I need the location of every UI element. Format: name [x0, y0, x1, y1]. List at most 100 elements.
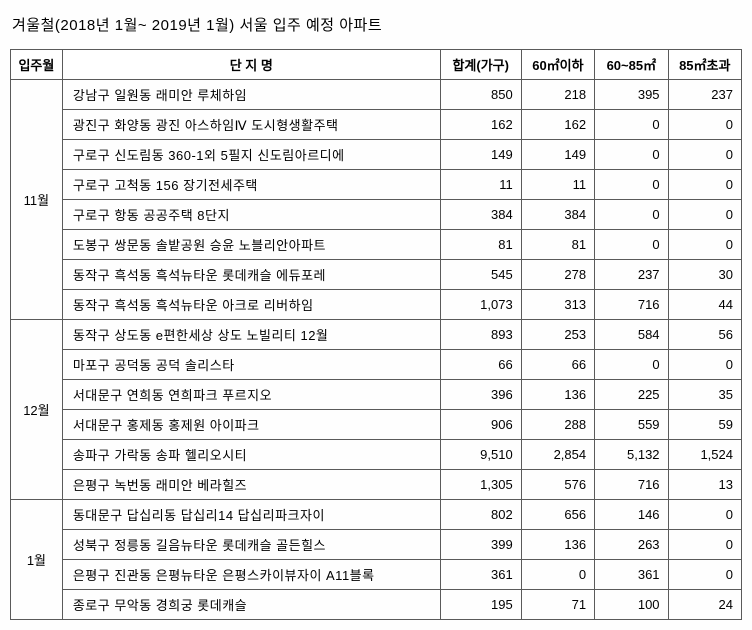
- c3-cell: 0: [668, 230, 741, 260]
- name-cell: 구로구 신도림동 360-1외 5필지 신도림아르디에: [62, 140, 440, 170]
- apartment-table: 입주월 단 지 명 합계(가구) 60㎡이하 60~85㎡ 85㎡초과 11월강…: [10, 49, 742, 620]
- c2-cell: 263: [595, 530, 668, 560]
- total-cell: 9,510: [440, 440, 521, 470]
- col-header-month: 입주월: [11, 50, 63, 80]
- table-row: 서대문구 홍제동 홍제원 아이파크90628855959: [11, 410, 742, 440]
- c2-cell: 146: [595, 500, 668, 530]
- month-cell: 11월: [11, 80, 63, 320]
- c1-cell: 136: [521, 380, 594, 410]
- name-cell: 동작구 상도동 e편한세상 상도 노빌리티 12월: [62, 320, 440, 350]
- table-row: 구로구 항동 공공주택 8단지38438400: [11, 200, 742, 230]
- total-cell: 66: [440, 350, 521, 380]
- c1-cell: 81: [521, 230, 594, 260]
- col-header-c1: 60㎡이하: [521, 50, 594, 80]
- c3-cell: 30: [668, 260, 741, 290]
- table-row: 서대문구 연희동 연희파크 푸르지오39613622535: [11, 380, 742, 410]
- table-row: 은평구 진관동 은평뉴타운 은평스카이뷰자이 A11블록36103610: [11, 560, 742, 590]
- c3-cell: 13: [668, 470, 741, 500]
- name-cell: 은평구 진관동 은평뉴타운 은평스카이뷰자이 A11블록: [62, 560, 440, 590]
- total-cell: 195: [440, 590, 521, 620]
- c3-cell: 0: [668, 140, 741, 170]
- c2-cell: 0: [595, 170, 668, 200]
- total-cell: 399: [440, 530, 521, 560]
- c2-cell: 0: [595, 230, 668, 260]
- col-header-total: 합계(가구): [440, 50, 521, 80]
- c2-cell: 395: [595, 80, 668, 110]
- c2-cell: 0: [595, 350, 668, 380]
- c1-cell: 2,854: [521, 440, 594, 470]
- c1-cell: 218: [521, 80, 594, 110]
- table-row: 도봉구 쌍문동 솔밭공원 승윤 노블리안아파트818100: [11, 230, 742, 260]
- name-cell: 서대문구 홍제동 홍제원 아이파크: [62, 410, 440, 440]
- total-cell: 361: [440, 560, 521, 590]
- col-header-name: 단 지 명: [62, 50, 440, 80]
- c3-cell: 0: [668, 170, 741, 200]
- c2-cell: 0: [595, 140, 668, 170]
- c3-cell: 44: [668, 290, 741, 320]
- c1-cell: 71: [521, 590, 594, 620]
- table-row: 구로구 고척동 156 장기전세주택111100: [11, 170, 742, 200]
- name-cell: 서대문구 연희동 연희파크 푸르지오: [62, 380, 440, 410]
- c3-cell: 0: [668, 500, 741, 530]
- c3-cell: 59: [668, 410, 741, 440]
- col-header-c3: 85㎡초과: [668, 50, 741, 80]
- table-row: 종로구 무악동 경희궁 롯데캐슬1957110024: [11, 590, 742, 620]
- c3-cell: 24: [668, 590, 741, 620]
- c1-cell: 384: [521, 200, 594, 230]
- table-row: 구로구 신도림동 360-1외 5필지 신도림아르디에14914900: [11, 140, 742, 170]
- col-header-c2: 60~85㎡: [595, 50, 668, 80]
- name-cell: 동대문구 답십리동 답십리14 답십리파크자이: [62, 500, 440, 530]
- c1-cell: 656: [521, 500, 594, 530]
- c2-cell: 559: [595, 410, 668, 440]
- table-row: 1월동대문구 답십리동 답십리14 답십리파크자이8026561460: [11, 500, 742, 530]
- total-cell: 162: [440, 110, 521, 140]
- total-cell: 1,305: [440, 470, 521, 500]
- name-cell: 강남구 일원동 래미안 루체하임: [62, 80, 440, 110]
- c3-cell: 237: [668, 80, 741, 110]
- c3-cell: 0: [668, 110, 741, 140]
- name-cell: 구로구 항동 공공주택 8단지: [62, 200, 440, 230]
- c2-cell: 716: [595, 290, 668, 320]
- total-cell: 1,073: [440, 290, 521, 320]
- total-cell: 81: [440, 230, 521, 260]
- c1-cell: 66: [521, 350, 594, 380]
- c1-cell: 278: [521, 260, 594, 290]
- c2-cell: 0: [595, 110, 668, 140]
- table-row: 송파구 가락동 송파 헬리오시티9,5102,8545,1321,524: [11, 440, 742, 470]
- c3-cell: 0: [668, 560, 741, 590]
- c1-cell: 313: [521, 290, 594, 320]
- c1-cell: 149: [521, 140, 594, 170]
- c1-cell: 11: [521, 170, 594, 200]
- total-cell: 396: [440, 380, 521, 410]
- table-row: 11월강남구 일원동 래미안 루체하임850218395237: [11, 80, 742, 110]
- name-cell: 은평구 녹번동 래미안 베라힐즈: [62, 470, 440, 500]
- page-title: 겨울철(2018년 1월~ 2019년 1월) 서울 입주 예정 아파트: [12, 14, 742, 35]
- name-cell: 구로구 고척동 156 장기전세주택: [62, 170, 440, 200]
- c1-cell: 0: [521, 560, 594, 590]
- table-header-row: 입주월 단 지 명 합계(가구) 60㎡이하 60~85㎡ 85㎡초과: [11, 50, 742, 80]
- c2-cell: 361: [595, 560, 668, 590]
- c3-cell: 0: [668, 530, 741, 560]
- total-cell: 545: [440, 260, 521, 290]
- c3-cell: 56: [668, 320, 741, 350]
- name-cell: 동작구 흑석동 흑석뉴타운 롯데캐슬 에듀포레: [62, 260, 440, 290]
- c2-cell: 237: [595, 260, 668, 290]
- name-cell: 성북구 정릉동 길음뉴타운 롯데캐슬 골든힐스: [62, 530, 440, 560]
- table-row: 마포구 공덕동 공덕 솔리스타666600: [11, 350, 742, 380]
- total-cell: 893: [440, 320, 521, 350]
- table-row: 동작구 흑석동 흑석뉴타운 롯데캐슬 에듀포레54527823730: [11, 260, 742, 290]
- c3-cell: 1,524: [668, 440, 741, 470]
- total-cell: 149: [440, 140, 521, 170]
- total-cell: 850: [440, 80, 521, 110]
- c1-cell: 253: [521, 320, 594, 350]
- total-cell: 906: [440, 410, 521, 440]
- c2-cell: 716: [595, 470, 668, 500]
- c1-cell: 136: [521, 530, 594, 560]
- total-cell: 802: [440, 500, 521, 530]
- c2-cell: 584: [595, 320, 668, 350]
- c3-cell: 0: [668, 350, 741, 380]
- name-cell: 송파구 가락동 송파 헬리오시티: [62, 440, 440, 470]
- table-row: 동작구 흑석동 흑석뉴타운 아크로 리버하임1,07331371644: [11, 290, 742, 320]
- month-cell: 1월: [11, 500, 63, 620]
- name-cell: 동작구 흑석동 흑석뉴타운 아크로 리버하임: [62, 290, 440, 320]
